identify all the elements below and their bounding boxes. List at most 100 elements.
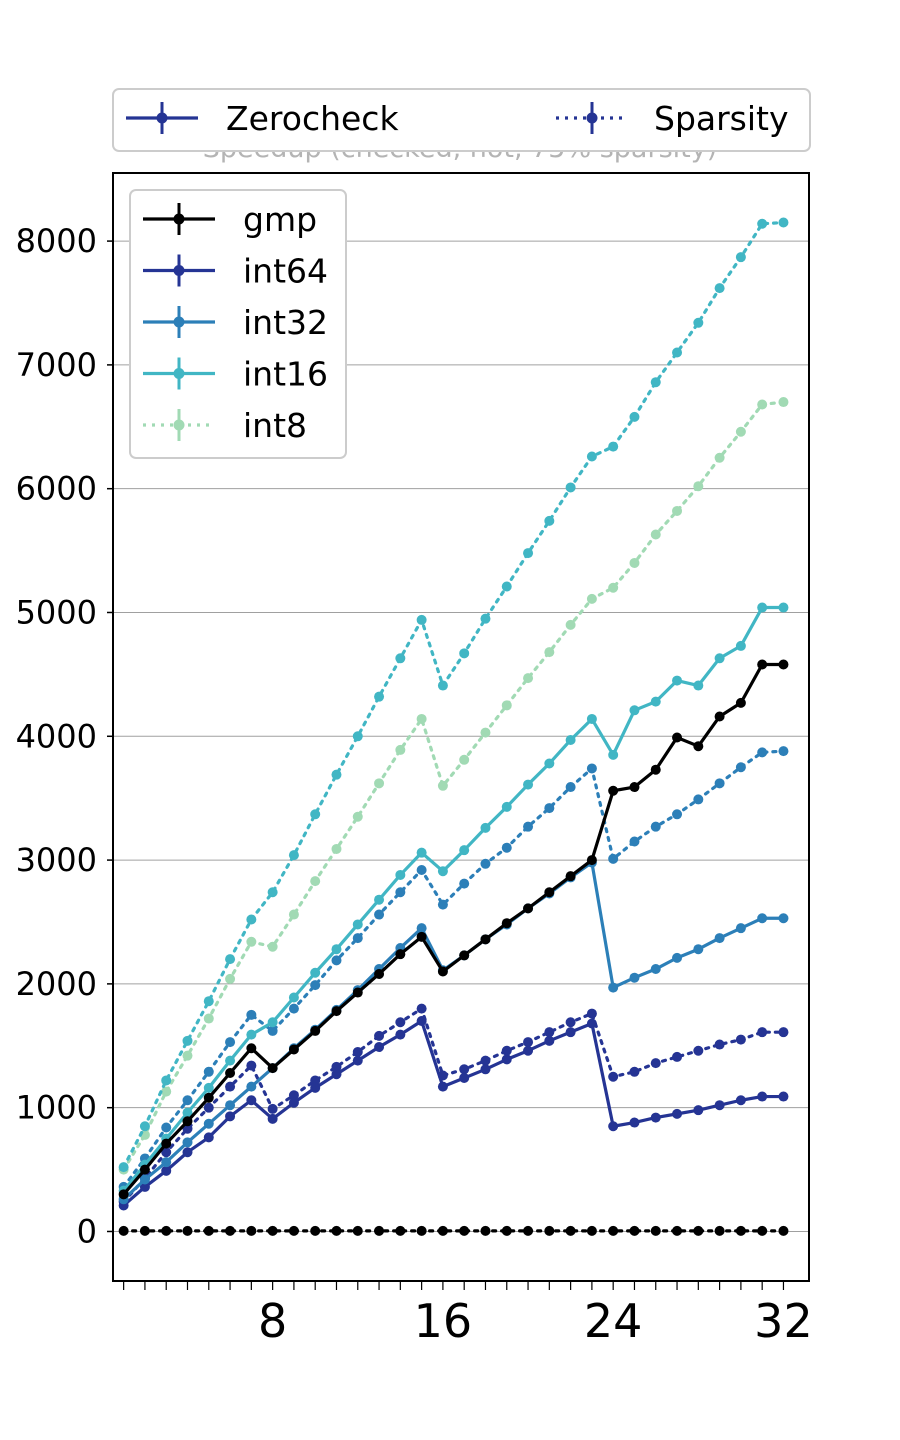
data-point: [735, 1034, 746, 1045]
x-tick-label: 32: [754, 1294, 813, 1348]
data-point: [693, 1045, 704, 1056]
data-point: [395, 653, 406, 664]
series-line: [122, 662, 786, 1196]
data-point: [203, 996, 214, 1007]
data-point: [757, 659, 768, 670]
data-point: [501, 1045, 512, 1056]
data-point: [735, 640, 746, 651]
data-point: [778, 746, 789, 757]
data-point: [608, 582, 619, 593]
data-point: [395, 887, 406, 898]
data-point: [416, 931, 427, 942]
data-point: [714, 452, 725, 463]
data-point: [501, 700, 512, 711]
data-point: [203, 1118, 214, 1129]
data-point: [459, 950, 470, 961]
data-point: [331, 1006, 342, 1017]
data-point: [246, 1081, 257, 1092]
data-point: [352, 933, 363, 944]
legend-label: int64: [243, 252, 328, 291]
data-point: [629, 557, 640, 568]
data-point: [203, 1132, 214, 1143]
data-point: [565, 782, 576, 793]
data-point: [501, 1054, 512, 1065]
data-point: [310, 1082, 321, 1093]
data-point: [714, 711, 725, 722]
data-point: [523, 1225, 534, 1236]
data-point: [395, 869, 406, 880]
data-point: [310, 1075, 321, 1086]
data-point: [374, 968, 385, 979]
legend-marker: [156, 112, 168, 124]
data-point: [586, 1018, 597, 1029]
data-point: [374, 778, 385, 789]
data-point: [288, 992, 299, 1003]
data-point: [586, 451, 597, 462]
data-point: [501, 1225, 512, 1236]
data-point: [501, 581, 512, 592]
data-point: [544, 1225, 555, 1236]
data-point: [139, 1225, 150, 1236]
type-legend: gmp int64 int32 int16 int8: [129, 189, 347, 459]
data-point: [225, 1037, 236, 1048]
data-point: [267, 1103, 278, 1114]
legend-label: Sparsity: [654, 99, 789, 138]
data-point: [608, 441, 619, 452]
data-point: [650, 1112, 661, 1123]
data-point: [650, 377, 661, 388]
data-point: [267, 1113, 278, 1124]
data-point: [310, 980, 321, 991]
data-point: [374, 1225, 385, 1236]
data-point: [757, 218, 768, 229]
data-point: [544, 803, 555, 814]
data-point: [395, 949, 406, 960]
series-int8-sparsity: [118, 397, 789, 1175]
data-point: [246, 1095, 257, 1106]
data-point: [735, 923, 746, 934]
data-point: [437, 1225, 448, 1236]
data-point: [395, 744, 406, 755]
data-point: [735, 426, 746, 437]
data-point: [161, 1086, 172, 1097]
data-point: [161, 1075, 172, 1086]
data-point: [352, 987, 363, 998]
data-point: [225, 973, 236, 984]
data-point: [735, 1095, 746, 1106]
data-point: [608, 785, 619, 796]
data-point: [480, 858, 491, 869]
style-legend-entry-zerocheck: Zerocheck: [126, 99, 399, 138]
data-point: [267, 1225, 278, 1236]
data-point: [203, 1066, 214, 1077]
data-point: [565, 734, 576, 745]
data-point: [714, 778, 725, 789]
data-point: [416, 1225, 427, 1236]
data-point: [586, 593, 597, 604]
data-point: [735, 697, 746, 708]
data-point: [225, 1055, 236, 1066]
series-int16-sparsity: [118, 217, 789, 1173]
data-point: [310, 1025, 321, 1036]
data-point: [586, 855, 597, 866]
series-layer: [118, 217, 789, 1236]
data-point: [331, 1225, 342, 1236]
data-point: [267, 1025, 278, 1036]
series-gmp-zerocheck: [118, 659, 789, 1200]
data-point: [203, 1013, 214, 1024]
data-point: [459, 1064, 470, 1075]
data-point: [374, 894, 385, 905]
data-point: [182, 1147, 193, 1158]
data-point: [523, 1045, 534, 1056]
data-point: [735, 762, 746, 773]
data-point: [352, 919, 363, 930]
data-point: [288, 1225, 299, 1236]
y-tick-label: 8000: [16, 222, 97, 260]
legend-label: int32: [243, 303, 328, 342]
data-point: [714, 283, 725, 294]
style-legend: Zerocheck Sparsity: [112, 88, 811, 152]
data-point: [629, 782, 640, 793]
data-point: [246, 1009, 257, 1020]
data-point: [629, 972, 640, 983]
data-point: [225, 1111, 236, 1122]
data-point: [246, 936, 257, 947]
data-point: [225, 1225, 236, 1236]
